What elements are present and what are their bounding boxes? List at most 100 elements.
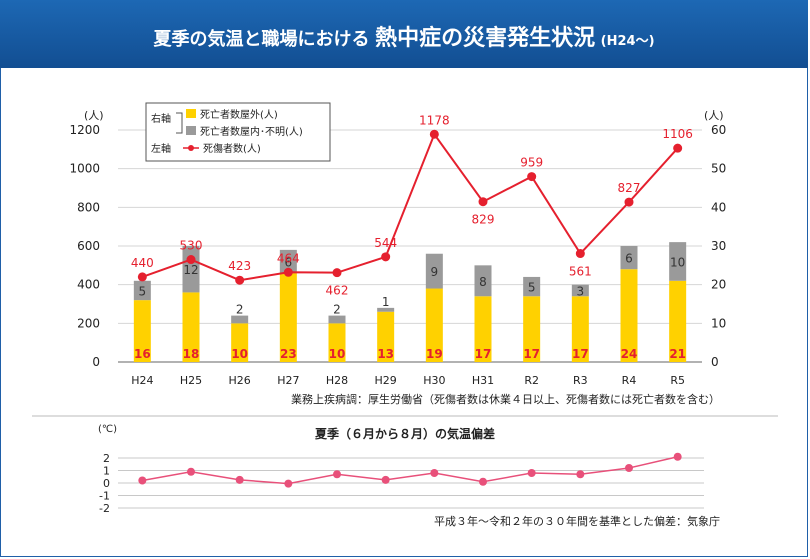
casualty-value-label: 464 (277, 251, 300, 265)
bar-outdoor-value-label: 13 (377, 347, 394, 361)
bar-outdoor-value-label: 17 (475, 347, 492, 361)
temperature-point (673, 452, 682, 461)
bar-outdoor-deaths (133, 300, 151, 362)
bar-indoor-value-label: 10 (670, 255, 685, 269)
x-axis-tick-label: H27 (277, 374, 299, 387)
bar-indoor-value-label: 6 (285, 255, 293, 269)
x-axis-tick-label: H28 (326, 374, 348, 387)
bar-indoor-value-label: 1 (382, 295, 390, 309)
casualty-value-label: 1178 (419, 113, 450, 127)
bar-outdoor-deaths (425, 288, 443, 362)
casualty-point (186, 255, 196, 265)
main-chart-gridlines (118, 129, 702, 363)
left-axis-tick-label: 0 (92, 355, 100, 369)
temperature-point (284, 479, 293, 488)
bar-outdoor-value-label: 10 (231, 347, 248, 361)
bar-indoor-value-label: 12 (183, 263, 198, 277)
casualty-value-label: 827 (618, 181, 641, 195)
bar-indoor-deaths (377, 307, 395, 312)
left-axis-tick-label: 1200 (69, 123, 100, 137)
title-period: (H24〜) (600, 34, 655, 49)
temperature-point (479, 477, 487, 486)
temperature-polyline (142, 456, 678, 485)
temp-axis-tick-label: -1 (99, 490, 110, 503)
temp-axis-tick-label: -2 (99, 502, 110, 515)
left-axis-unit: (人) (84, 109, 104, 122)
title-main: 夏季の気温と職場における (153, 29, 370, 50)
right-axis-tick-label: 10 (711, 316, 726, 330)
temperature-point (527, 469, 536, 477)
bar-outdoor-deaths (571, 296, 589, 362)
x-axis-tick-label: H26 (229, 374, 251, 387)
legend-outdoor-label: 死亡者数屋外(人) (200, 108, 278, 121)
casualty-value-label: 530 (180, 239, 203, 253)
casualty-value-label: 1106 (662, 127, 693, 141)
left-axis-tick-label: 200 (77, 316, 100, 330)
legend-casualty-label: 死傷者数(人) (203, 142, 261, 155)
x-axis-tick-label: H24 (131, 374, 153, 387)
casualty-value-label: 423 (228, 259, 251, 273)
temp-axis-tick-label: 0 (103, 477, 110, 490)
temp-axis-tick-label: 1 (103, 465, 110, 478)
casualty-polyline (141, 132, 679, 282)
legend-casualty-dot-icon (188, 145, 194, 151)
x-axis-tick-label: R2 (524, 374, 539, 387)
casualty-value-label: 544 (374, 236, 397, 250)
bar-indoor-deaths (523, 276, 541, 297)
bar-indoor-deaths (474, 265, 492, 297)
bar-indoor-value-label: 5 (139, 284, 147, 298)
legend-indoor-label: 死亡者数屋内･不明(人) (200, 125, 303, 138)
bar-indoor-deaths (669, 242, 687, 281)
casualty-value-label: 829 (472, 213, 495, 227)
casualty-point (381, 252, 391, 262)
temperature-point (430, 469, 439, 477)
left-axis-tick-label: 600 (77, 239, 100, 253)
temp-chart-gridlines (118, 457, 704, 509)
casualty-point (527, 172, 537, 182)
x-axis-tick-label: H31 (472, 374, 494, 387)
bar-indoor-deaths (620, 246, 638, 270)
casualty-value-label: 959 (520, 156, 543, 170)
legend-indoor-swatch-icon (186, 126, 196, 135)
temp-chart-title: 夏季（６月から８月）の気温偏差 (315, 426, 495, 441)
legend-outdoor-swatch-icon (186, 109, 196, 118)
title-banner: 夏季の気温と職場における 熱中症の災害発生状況 (H24〜) (0, 0, 808, 68)
source-note-temperature: 平成３年〜令和２年の３０年間を基準とした偏差：気象庁 (434, 514, 720, 528)
casualty-point (283, 267, 293, 277)
x-axis-tick-label: R4 (622, 374, 637, 387)
bar-outdoor-deaths (182, 292, 200, 362)
casualty-point (478, 197, 488, 207)
bar-indoor-value-label: 8 (479, 275, 487, 289)
bar-indoor-deaths (425, 253, 443, 289)
bar-indoor-deaths (133, 280, 151, 301)
temperature-line (138, 452, 682, 488)
casualty-value-label: 440 (131, 256, 154, 270)
right-axis-unit: (人) (704, 109, 724, 122)
casualty-value-label: 561 (569, 265, 592, 279)
bar-outdoor-deaths (231, 323, 249, 362)
death-bars: 16 5 18 12 10 2 23 6 10 2 13 1 19 9 17 8 17 5 17 3 24 6 21 10 (133, 242, 687, 362)
left-axis-tick-label: 400 (77, 278, 100, 292)
x-axis-tick-label: H25 (180, 374, 202, 387)
casualty-line: 440 530 423 464 462 544 1178 829 959 561 827 1106 (131, 113, 693, 297)
bar-outdoor-value-label: 10 (329, 347, 346, 361)
bar-outdoor-deaths (279, 273, 297, 362)
bar-indoor-deaths (182, 246, 200, 293)
temperature-point (576, 470, 585, 479)
legend-box: 右軸 左軸 死亡者数屋外(人) 死亡者数屋内･不明(人) 死傷者数(人) (145, 102, 331, 162)
temperature-point (235, 475, 244, 484)
bar-indoor-value-label: 3 (577, 284, 585, 298)
casualty-value-label: 462 (326, 284, 349, 298)
casualty-point (673, 143, 683, 153)
bar-outdoor-value-label: 17 (523, 347, 540, 361)
bar-outdoor-deaths (377, 311, 395, 362)
bar-indoor-value-label: 2 (236, 303, 244, 317)
bar-indoor-value-label: 5 (528, 281, 536, 295)
page-title: 夏季の気温と職場における 熱中症の災害発生状況 (H24〜) (0, 20, 808, 52)
x-axis-tick-label: R5 (670, 374, 685, 387)
casualty-point (137, 272, 147, 282)
left-axis-tick-label: 1000 (69, 162, 100, 176)
bar-outdoor-value-label: 16 (134, 347, 151, 361)
right-axis-tick-label: 40 (711, 200, 726, 214)
